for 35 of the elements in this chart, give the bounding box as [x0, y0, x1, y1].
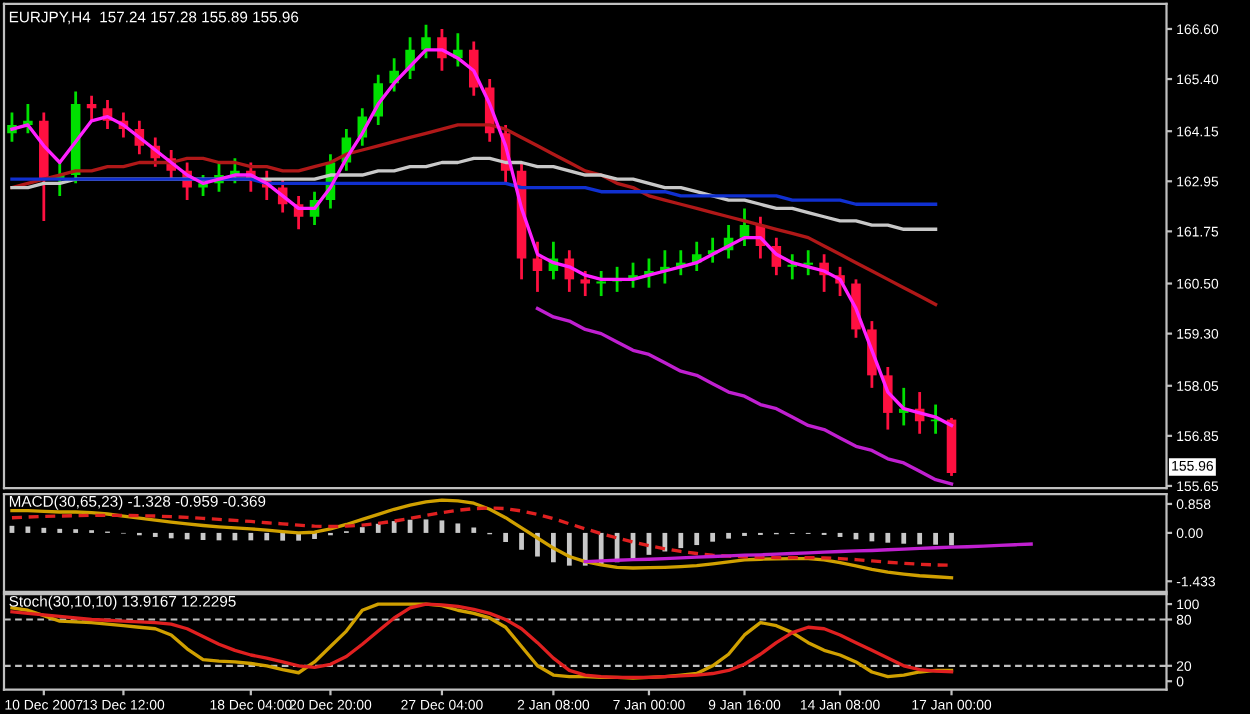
bar — [503, 532, 509, 543]
line-series — [10, 506, 954, 567]
bar — [184, 532, 190, 540]
bar — [168, 532, 174, 539]
bar — [264, 532, 270, 541]
bar — [471, 527, 477, 533]
candlestick — [580, 269, 591, 298]
bar — [359, 527, 365, 533]
bar — [710, 532, 716, 542]
line-series — [583, 542, 1033, 564]
candlestick — [86, 94, 97, 123]
candlestick — [198, 173, 208, 198]
bar — [726, 532, 731, 539]
bar — [678, 532, 684, 549]
bar — [25, 526, 31, 533]
bar — [41, 527, 47, 533]
bar — [375, 523, 381, 533]
candlestick — [787, 252, 798, 281]
bar — [933, 532, 938, 545]
candlestick — [421, 23, 431, 60]
bar — [391, 521, 397, 533]
bar — [248, 532, 254, 541]
bar — [694, 532, 700, 546]
bar — [885, 532, 891, 543]
bar — [662, 532, 668, 552]
candlestick — [532, 240, 543, 294]
candlestick — [596, 269, 606, 298]
bar — [280, 532, 286, 541]
line-series — [10, 498, 954, 580]
bar — [901, 532, 907, 544]
bar — [455, 523, 461, 533]
bar — [519, 532, 524, 550]
bar — [949, 532, 954, 546]
bar — [917, 532, 923, 545]
line-series — [535, 306, 954, 486]
